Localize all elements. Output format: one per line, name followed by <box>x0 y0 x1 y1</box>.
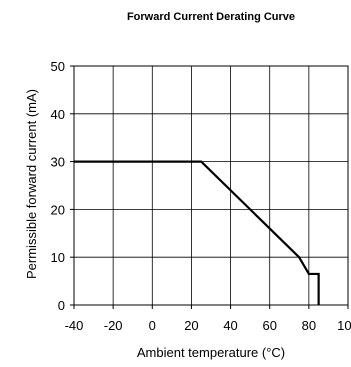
y-tick-label: 40 <box>51 107 65 122</box>
y-tick-label: 30 <box>51 155 65 170</box>
x-tick-label: 100 <box>337 318 351 333</box>
y-tick-label: 10 <box>51 250 65 265</box>
y-tick-label: 20 <box>51 202 65 217</box>
x-tick-label: 80 <box>302 318 316 333</box>
x-tick-label: 0 <box>149 318 156 333</box>
x-tick-label: 40 <box>223 318 237 333</box>
x-tick-label: 20 <box>184 318 198 333</box>
x-tick-label: 60 <box>262 318 276 333</box>
y-tick-label: 50 <box>51 59 65 74</box>
y-tick-label: 0 <box>58 298 65 313</box>
derating-curve-line <box>74 160 320 305</box>
series-layer <box>74 160 320 305</box>
axis-layer <box>70 65 349 309</box>
x-axis-title: Ambient temperature (°C) <box>137 345 285 360</box>
x-tick-label: -20 <box>104 318 123 333</box>
grid-layer <box>74 66 348 305</box>
y-axis-title: Permissible forward current (mA) <box>24 89 39 279</box>
tick-label-layer: 0 10 20 30 40 50 -40 -20 0 20 40 60 80 100 <box>51 59 351 333</box>
axis-title-layer: Ambient temperature (°C) Permissible for… <box>24 89 285 360</box>
chart-title: Forward Current Derating Curve <box>127 11 295 23</box>
title-layer: Forward Current Derating Curve <box>127 11 295 23</box>
plot-frame <box>73 65 349 306</box>
x-tick-label: -40 <box>65 318 84 333</box>
